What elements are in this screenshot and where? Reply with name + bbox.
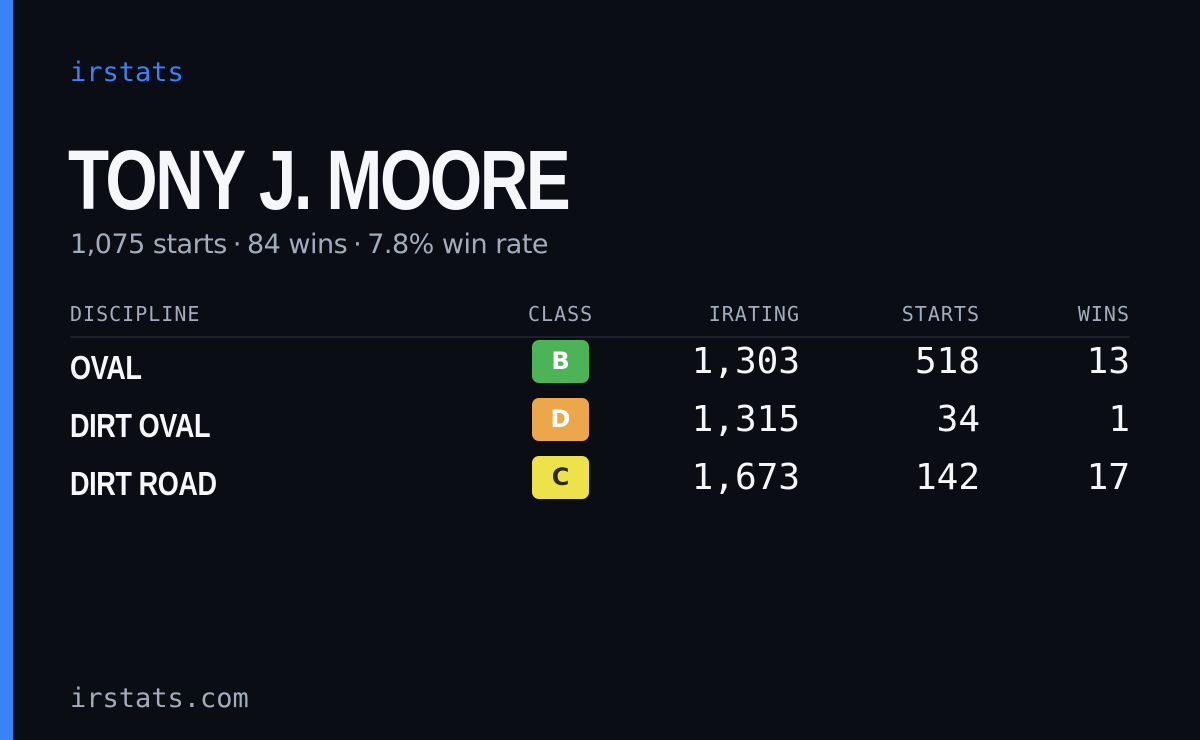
starts-value: 142: [914, 457, 980, 498]
irating-value: 1,303: [691, 341, 800, 382]
column-header-class: CLASS: [528, 302, 594, 326]
column-header-irating: IRATING: [708, 302, 800, 326]
starts-value: 518: [914, 341, 980, 382]
discipline-table: DISCIPLINE CLASS IRATING STARTS WINS OVA…: [70, 296, 1130, 512]
class-badge: C: [532, 456, 589, 499]
wins-value: 13: [1086, 341, 1130, 382]
wins-value: 1: [1108, 399, 1130, 440]
brand-logo: irstats: [70, 57, 184, 88]
table-row: OVAL B 1,303 518 13: [70, 338, 1130, 396]
column-header-discipline: DISCIPLINE: [70, 302, 201, 326]
irating-value: 1,673: [691, 457, 800, 498]
wins-value: 17: [1086, 457, 1130, 498]
table-row: DIRT OVAL D 1,315 34 1: [70, 396, 1130, 454]
footer-url: irstats.com: [70, 683, 249, 714]
irating-value: 1,315: [691, 399, 800, 440]
discipline-name: DIRT OVAL: [70, 407, 211, 444]
summary-win-rate: 7.8% win rate: [367, 229, 549, 260]
table-row: DIRT ROAD C 1,673 142 17: [70, 454, 1130, 512]
class-badge: D: [532, 398, 589, 441]
summary-wins: 84 wins: [246, 229, 348, 260]
column-header-starts: STARTS: [901, 302, 980, 326]
accent-bar: [0, 0, 13, 740]
class-badge: B: [532, 340, 589, 383]
summary-starts: 1,075 starts: [70, 229, 227, 260]
column-header-wins: WINS: [1077, 302, 1130, 326]
discipline-name: DIRT ROAD: [70, 465, 217, 502]
driver-summary: 1,075 starts · 84 wins · 7.8% win rate: [70, 228, 549, 262]
starts-value: 34: [936, 399, 980, 440]
summary-separator: ·: [232, 229, 242, 260]
driver-name: TONY J. MOORE: [68, 133, 571, 227]
discipline-name: OVAL: [70, 349, 142, 386]
summary-separator: ·: [353, 229, 362, 260]
table-header: DISCIPLINE CLASS IRATING STARTS WINS: [70, 296, 1130, 338]
